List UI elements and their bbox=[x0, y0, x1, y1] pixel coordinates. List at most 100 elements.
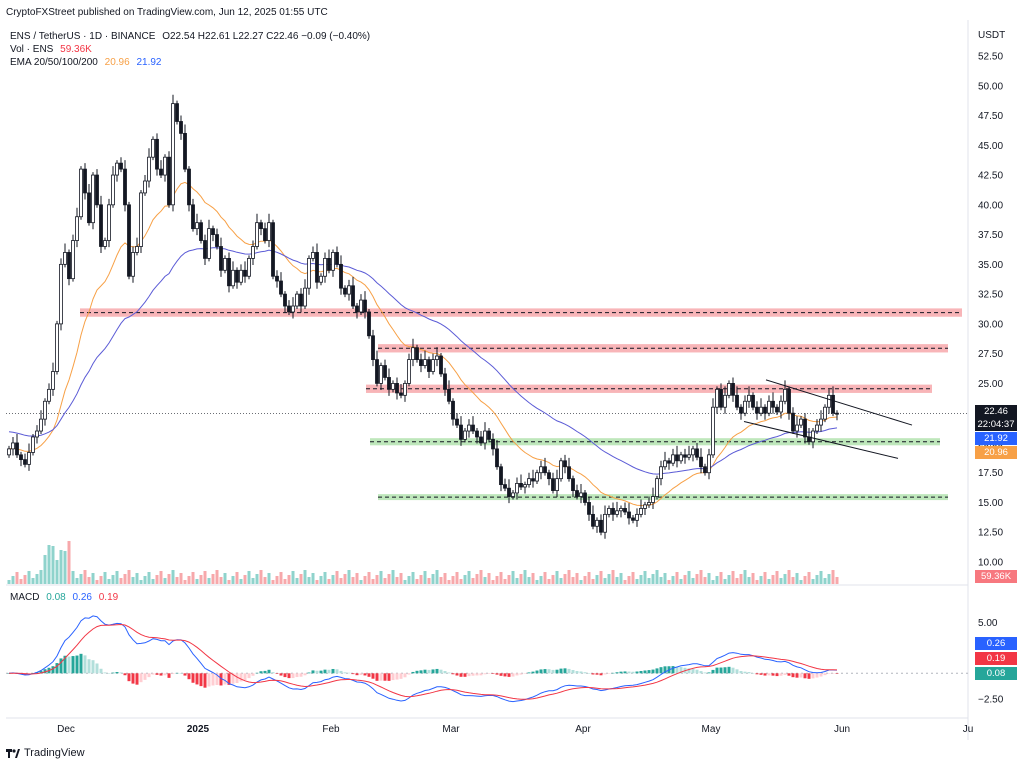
volume-bar bbox=[51, 546, 55, 584]
macd-histogram-bar bbox=[767, 673, 771, 676]
volume-bar bbox=[763, 572, 767, 584]
volume-bar bbox=[787, 570, 791, 584]
volume-bar bbox=[103, 572, 107, 584]
volume-bar bbox=[67, 541, 71, 584]
candle-body bbox=[247, 257, 251, 277]
volume-bar bbox=[475, 574, 479, 584]
candle-body bbox=[723, 394, 727, 408]
candle-body bbox=[383, 365, 387, 378]
candle-body bbox=[343, 287, 347, 295]
volume-label[interactable]: Vol · ENS bbox=[10, 44, 54, 55]
candle-body bbox=[559, 460, 563, 480]
candle-body bbox=[123, 168, 127, 206]
candle-body bbox=[235, 269, 239, 283]
macd-histogram-bar bbox=[663, 666, 667, 674]
candle-body bbox=[703, 466, 707, 474]
volume-bar bbox=[159, 571, 163, 584]
volume-bar bbox=[7, 580, 11, 584]
volume-bar bbox=[207, 578, 211, 584]
symbol-label[interactable]: ENS / TetherUS · 1D · BINANCE bbox=[10, 31, 156, 42]
volume-bar bbox=[79, 574, 83, 584]
candle-body bbox=[103, 240, 107, 247]
volume-bar bbox=[751, 573, 755, 584]
volume-bar bbox=[603, 578, 607, 584]
candle-body bbox=[743, 400, 747, 414]
macd-histogram-bar bbox=[655, 668, 659, 674]
volume-bar bbox=[367, 572, 371, 584]
volume-bar bbox=[323, 572, 327, 584]
macd-histogram-bar bbox=[263, 670, 267, 674]
macd-histogram-bar bbox=[207, 673, 211, 687]
volume-bar bbox=[11, 576, 15, 584]
macd-histogram-bar bbox=[759, 673, 763, 675]
volume-bar bbox=[267, 573, 271, 584]
macd-histogram-bar bbox=[715, 667, 719, 674]
volume-bar bbox=[711, 580, 715, 584]
volume-bar bbox=[19, 579, 23, 584]
candle-body bbox=[487, 430, 491, 440]
macd-histogram-bar bbox=[639, 671, 643, 674]
volume-bar bbox=[523, 570, 527, 584]
volume-bar bbox=[743, 570, 747, 584]
candle-body bbox=[367, 311, 371, 337]
macd-histogram-bar bbox=[223, 673, 227, 685]
macd-histogram-bar bbox=[559, 668, 563, 674]
macd-histogram-bar bbox=[603, 673, 607, 675]
candle-body bbox=[527, 478, 531, 486]
candle-body bbox=[135, 246, 139, 253]
macd-histogram-bar bbox=[811, 673, 815, 679]
volume-bar bbox=[143, 576, 147, 584]
volume-bar bbox=[171, 570, 175, 584]
candle-body bbox=[775, 406, 779, 413]
macd-histogram-bar bbox=[703, 672, 707, 674]
macd-histogram-bar bbox=[599, 673, 603, 676]
volume-bar bbox=[655, 570, 659, 584]
macd-histogram-bar bbox=[619, 671, 623, 674]
candle-body bbox=[127, 204, 131, 277]
candle-body bbox=[347, 285, 351, 295]
volume-bar bbox=[227, 580, 231, 584]
ema-label[interactable]: EMA 20/50/100/200 bbox=[10, 57, 98, 68]
macd-histogram-bar bbox=[739, 671, 743, 674]
macd-histogram-bar bbox=[279, 673, 283, 676]
candle-body bbox=[727, 383, 731, 396]
macd-histogram-bar bbox=[355, 673, 359, 676]
candle-body bbox=[191, 204, 195, 230]
volume-bar bbox=[299, 574, 303, 584]
macd-histogram-bar bbox=[143, 673, 147, 680]
candle-body bbox=[187, 168, 191, 206]
volume-bar bbox=[587, 572, 591, 584]
volume-bar bbox=[211, 574, 215, 584]
price-tick-label: 35.00 bbox=[978, 260, 1003, 271]
candle-body bbox=[19, 454, 23, 461]
macd-histogram-bar bbox=[643, 670, 647, 674]
volume-bar bbox=[607, 574, 611, 584]
volume-bar bbox=[567, 570, 571, 584]
macd-histogram-bar bbox=[807, 673, 811, 679]
volume-bar bbox=[719, 572, 723, 584]
macd-histogram-bar bbox=[519, 673, 523, 675]
macd-label[interactable]: MACD bbox=[10, 592, 40, 603]
price-unit-label: USDT bbox=[978, 30, 1006, 41]
candle-body bbox=[119, 162, 123, 170]
candle-body bbox=[411, 347, 415, 361]
volume-bar bbox=[815, 575, 819, 584]
candle-body bbox=[51, 371, 55, 390]
macd-histogram-bar bbox=[615, 672, 619, 674]
candle-body bbox=[427, 359, 431, 372]
macd-histogram-bar bbox=[815, 673, 819, 678]
tradingview-brand[interactable]: TradingView bbox=[6, 747, 85, 759]
volume-bar bbox=[643, 571, 647, 584]
volume-bar bbox=[115, 571, 119, 584]
macd-histogram-bar bbox=[231, 673, 235, 684]
macd-histogram-bar bbox=[543, 669, 547, 674]
macd-histogram-bar bbox=[495, 673, 499, 675]
candle-body bbox=[639, 508, 643, 515]
volume-bar bbox=[803, 576, 807, 584]
volume-bar bbox=[483, 577, 487, 584]
macd-histogram-bar bbox=[67, 656, 71, 674]
volume-bar bbox=[659, 577, 663, 584]
legend-symbol-row: ENS / TetherUS · 1D · BINANCE O22.54 H22… bbox=[10, 31, 374, 43]
macd-histogram-bar bbox=[387, 673, 391, 681]
